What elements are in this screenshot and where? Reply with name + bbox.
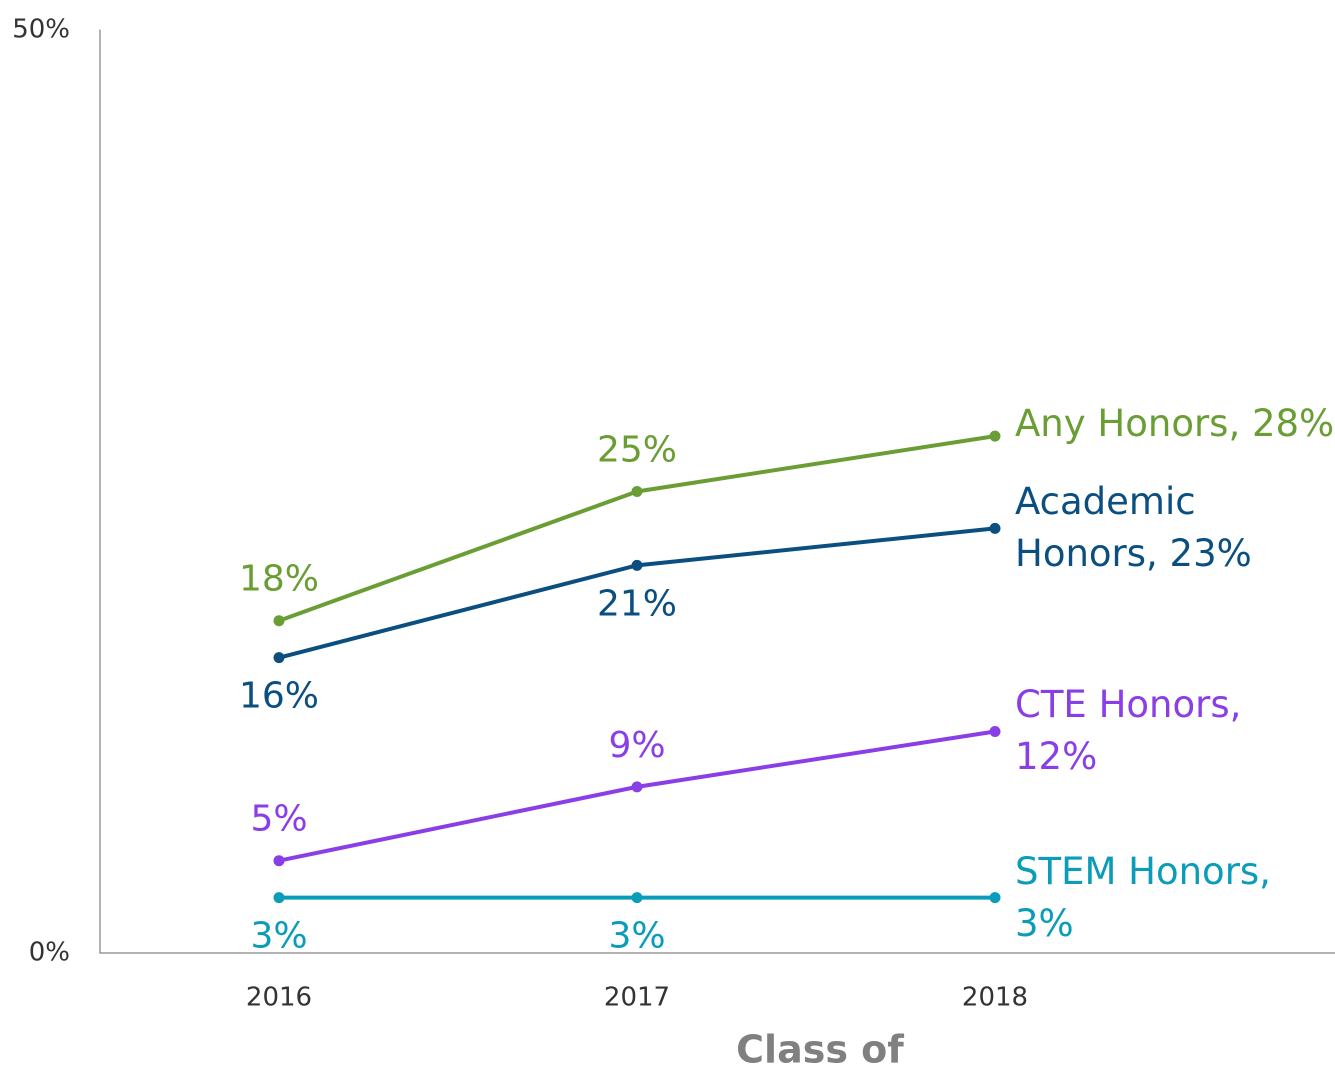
data-label: 25% bbox=[597, 430, 677, 471]
data-point bbox=[273, 652, 285, 664]
x-tick-label: 2018 bbox=[962, 983, 1028, 1013]
data-label: 5% bbox=[250, 799, 307, 840]
data-point bbox=[273, 855, 285, 867]
data-point bbox=[631, 559, 643, 571]
series-label: CTE Honors, 12% bbox=[1015, 683, 1242, 779]
data-point bbox=[631, 781, 643, 793]
series-label: Any Honors, 28% bbox=[1015, 402, 1335, 446]
data-label: 21% bbox=[597, 583, 677, 624]
x-tick-label: 2017 bbox=[604, 983, 670, 1013]
data-point bbox=[989, 892, 1001, 904]
data-label: 3% bbox=[608, 916, 665, 957]
data-point bbox=[631, 486, 643, 497]
y-tick-label: 0% bbox=[29, 938, 70, 968]
x-axis-label: Class of bbox=[736, 1028, 904, 1072]
data-label: 3% bbox=[250, 916, 307, 957]
data-point bbox=[273, 615, 285, 627]
data-point bbox=[989, 725, 1001, 737]
data-label: 18% bbox=[239, 559, 319, 600]
data-label: 16% bbox=[239, 676, 319, 717]
series-label: STEM Honors, 3% bbox=[1015, 849, 1271, 945]
data-point bbox=[989, 430, 1001, 442]
data-point bbox=[631, 892, 643, 904]
data-point bbox=[273, 892, 285, 904]
series-label: Academic Honors, 23% bbox=[1015, 480, 1252, 576]
data-label: 9% bbox=[608, 725, 665, 766]
y-tick-label: 50% bbox=[12, 15, 70, 45]
x-tick-label: 2016 bbox=[246, 983, 312, 1013]
data-point bbox=[989, 522, 1001, 534]
